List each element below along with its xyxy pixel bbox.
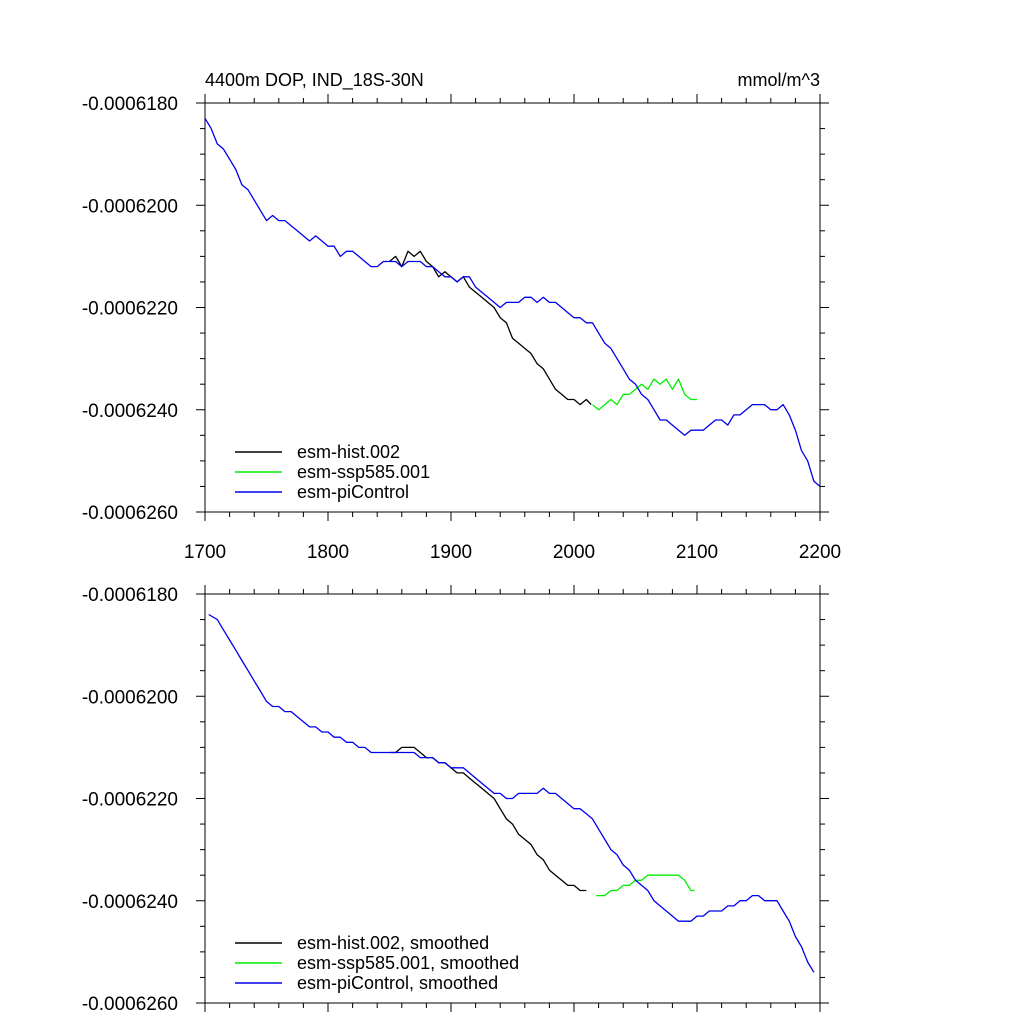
y-tick-label: -0.0006240 [82, 401, 178, 422]
x-tick-label: 2000 [553, 542, 595, 563]
units-label: mmol/m^3 [738, 70, 820, 90]
series-line-ssp [596, 874, 695, 897]
series-line-pic [204, 117, 821, 487]
chart-title: 4400m DOP, IND_18S-30N [205, 70, 424, 91]
x-tick-label: 1900 [430, 542, 472, 563]
legend-label-hist: esm-hist.002, smoothed [297, 933, 489, 953]
x-tick-label: 1800 [307, 542, 349, 563]
legend-label-pic: esm-piControl [297, 482, 409, 502]
y-tick-label: -0.0006240 [82, 892, 178, 913]
y-tick-label: -0.0006260 [82, 994, 178, 1015]
y-tick-label: -0.0006200 [82, 196, 178, 217]
series-line-hist [389, 746, 587, 892]
series-line-pic [208, 613, 815, 973]
x-tick-label: 2100 [676, 542, 718, 563]
y-tick-label: -0.0006220 [82, 790, 178, 811]
legend-label-ssp: esm-ssp585.001 [297, 462, 430, 482]
top-panel: 4400m DOP, IND_18S-30N mmol/m^3 1700 1800… [82, 70, 841, 563]
y-tick-label: -0.0006220 [82, 299, 178, 320]
legend-label-ssp: esm-ssp585.001, smoothed [297, 953, 519, 973]
x-tick-label: 2200 [799, 542, 841, 563]
legend-label-pic: esm-piControl, smoothed [297, 973, 498, 993]
y-tick-label: -0.0006180 [82, 585, 178, 606]
series-line-hist [389, 250, 592, 406]
x-tick-label: 1700 [184, 542, 226, 563]
legend-label-hist: esm-hist.002 [297, 442, 400, 462]
series-line-ssp [592, 378, 697, 411]
y-tick-label: -0.0006260 [82, 503, 178, 524]
bottom-panel: -0.0006180 -0.0006200 -0.0006220 -0.0006240… [82, 585, 829, 1015]
y-tick-label: -0.0006200 [82, 687, 178, 708]
y-tick-label: -0.0006180 [82, 94, 178, 115]
